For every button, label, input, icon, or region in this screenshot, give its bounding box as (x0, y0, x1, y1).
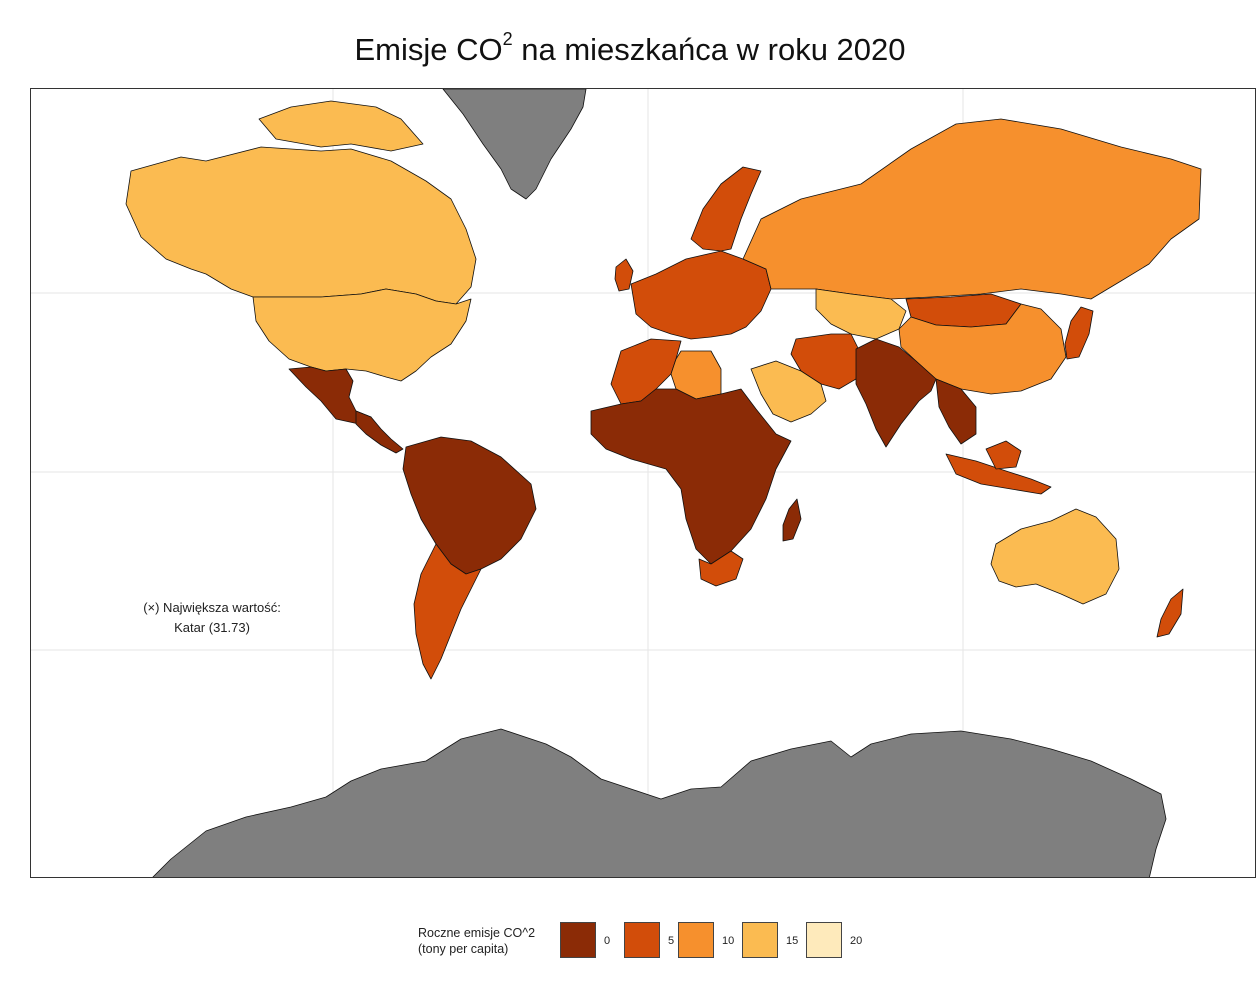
region-india (855, 338, 937, 448)
region-borneo (985, 440, 1022, 470)
region-western-europe (630, 250, 772, 340)
world-map (31, 89, 1255, 877)
region-scandinavia (690, 166, 762, 252)
legend-title-line-2: (tony per capita) (418, 942, 509, 956)
region-russia (742, 118, 1202, 300)
title-suffix: na mieszkańca w roku 2020 (512, 32, 906, 67)
region-argentina-chile (413, 543, 482, 680)
region-arctic-islands (258, 100, 424, 152)
legend-key-10 (678, 922, 714, 958)
region-north-africa (610, 338, 682, 405)
legend-key-20 (806, 922, 842, 958)
region-uk (614, 258, 634, 292)
legend-label-5: 5 (668, 935, 675, 947)
region-madagascar (782, 498, 802, 542)
region-south-africa (698, 550, 744, 587)
map-panel (30, 88, 1256, 878)
legend-label-10: 10 (722, 935, 735, 947)
legend-label-0: 0 (604, 935, 611, 947)
region-kazakhstan (815, 288, 907, 340)
max-value-annotation: (×) Największa wartość: Katar (31.73) (112, 598, 312, 638)
legend-label-20: 20 (850, 935, 863, 947)
region-antarctica (152, 728, 1167, 877)
region-sub-saharan-africa (590, 388, 792, 565)
region-japan (1064, 306, 1094, 360)
region-southeast-asia (935, 378, 977, 445)
title-superscript: 2 (502, 28, 513, 49)
region-central-america (355, 410, 404, 454)
region-united-states (252, 288, 472, 382)
title-prefix: Emisje CO (354, 32, 503, 67)
legend-key-15 (742, 922, 778, 958)
legend-key-5 (624, 922, 660, 958)
annotation-line-1: (×) Największa wartość: (143, 600, 281, 615)
map-title: Emisje CO2 na mieszkańca w roku 2020 (0, 28, 1260, 68)
annotation-line-2: Katar (31.73) (174, 620, 250, 635)
region-new-zealand (1156, 588, 1184, 638)
region-south-america (402, 436, 537, 575)
legend-label-15: 15 (786, 935, 799, 947)
region-australia (990, 508, 1120, 605)
region-saudi-arabia (750, 360, 827, 423)
legend-key-0 (560, 922, 596, 958)
region-canada (125, 146, 477, 305)
legend-title: Roczne emisje CO^2 (tony per capita) (418, 925, 568, 957)
region-iran (790, 333, 862, 390)
legend-title-line-1: Roczne emisje CO^2 (418, 926, 536, 940)
region-greenland (442, 89, 587, 200)
region-indonesia (945, 453, 1052, 495)
